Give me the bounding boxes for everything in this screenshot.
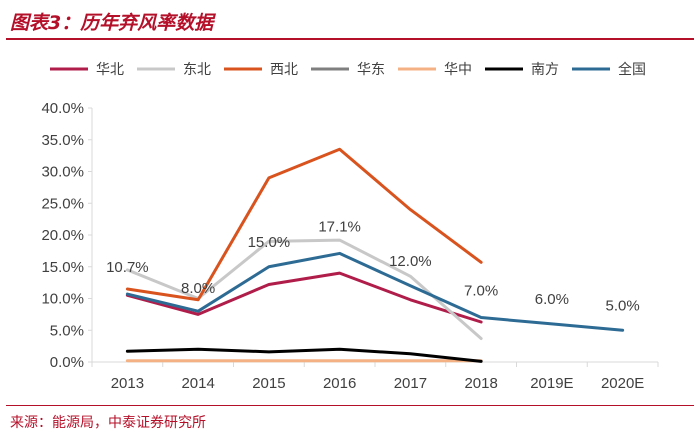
x-tick-label: 2019E bbox=[530, 375, 573, 392]
data-label: 10.7% bbox=[106, 259, 149, 276]
header: 图表3：历年弃风率数据 bbox=[0, 0, 700, 40]
y-tick-label: 30.0% bbox=[41, 164, 84, 181]
data-label: 7.0% bbox=[464, 283, 498, 300]
legend-label: 华中 bbox=[444, 61, 472, 77]
y-tick-label: 5.0% bbox=[50, 322, 84, 339]
data-label: 17.1% bbox=[318, 218, 361, 235]
data-label: 5.0% bbox=[606, 297, 640, 314]
x-tick-label: 2017 bbox=[394, 375, 427, 392]
x-tick-label: 2014 bbox=[181, 375, 214, 392]
legend-label: 全国 bbox=[618, 61, 646, 77]
legend-label: 南方 bbox=[531, 61, 559, 77]
legend-label: 华北 bbox=[96, 61, 124, 77]
x-tick-label: 2020E bbox=[601, 375, 644, 392]
series-line bbox=[125, 238, 483, 341]
y-tick-label: 0.0% bbox=[50, 354, 84, 371]
data-label: 6.0% bbox=[535, 291, 569, 308]
y-tick-label: 25.0% bbox=[41, 195, 84, 212]
legend-label: 华东 bbox=[357, 61, 385, 77]
data-label: 8.0% bbox=[181, 280, 215, 297]
series-line bbox=[125, 147, 483, 302]
source-note: 来源：能源局，中泰证券研究所 bbox=[10, 415, 206, 431]
y-tick-label: 35.0% bbox=[41, 132, 84, 149]
x-tick-label: 2016 bbox=[323, 375, 356, 392]
y-tick-label: 15.0% bbox=[41, 259, 84, 276]
line-chart: 0.0% 5.0% 10.0% 15.0% 20.0% 25.0% 30.0% 35.0% 40… bbox=[41, 61, 659, 392]
chart-title: 图表3：历年弃风率数据 bbox=[10, 12, 214, 34]
legend-label: 西北 bbox=[270, 61, 298, 77]
y-tick-label: 20.0% bbox=[41, 227, 84, 244]
y-tick-label: 40.0% bbox=[41, 100, 84, 117]
data-label: 12.0% bbox=[389, 253, 432, 270]
series-line bbox=[125, 347, 483, 363]
data-label: 15.0% bbox=[248, 234, 291, 251]
x-tick-label: 2018 bbox=[464, 375, 497, 392]
legend-label: 东北 bbox=[183, 61, 211, 77]
title-divider bbox=[6, 38, 694, 40]
y-tick-label: 10.0% bbox=[41, 291, 84, 308]
x-tick-label: 2015 bbox=[252, 375, 285, 392]
series-line bbox=[125, 251, 625, 332]
x-tick-label: 2013 bbox=[111, 375, 144, 392]
source-divider bbox=[6, 405, 694, 406]
series-line bbox=[125, 271, 483, 324]
